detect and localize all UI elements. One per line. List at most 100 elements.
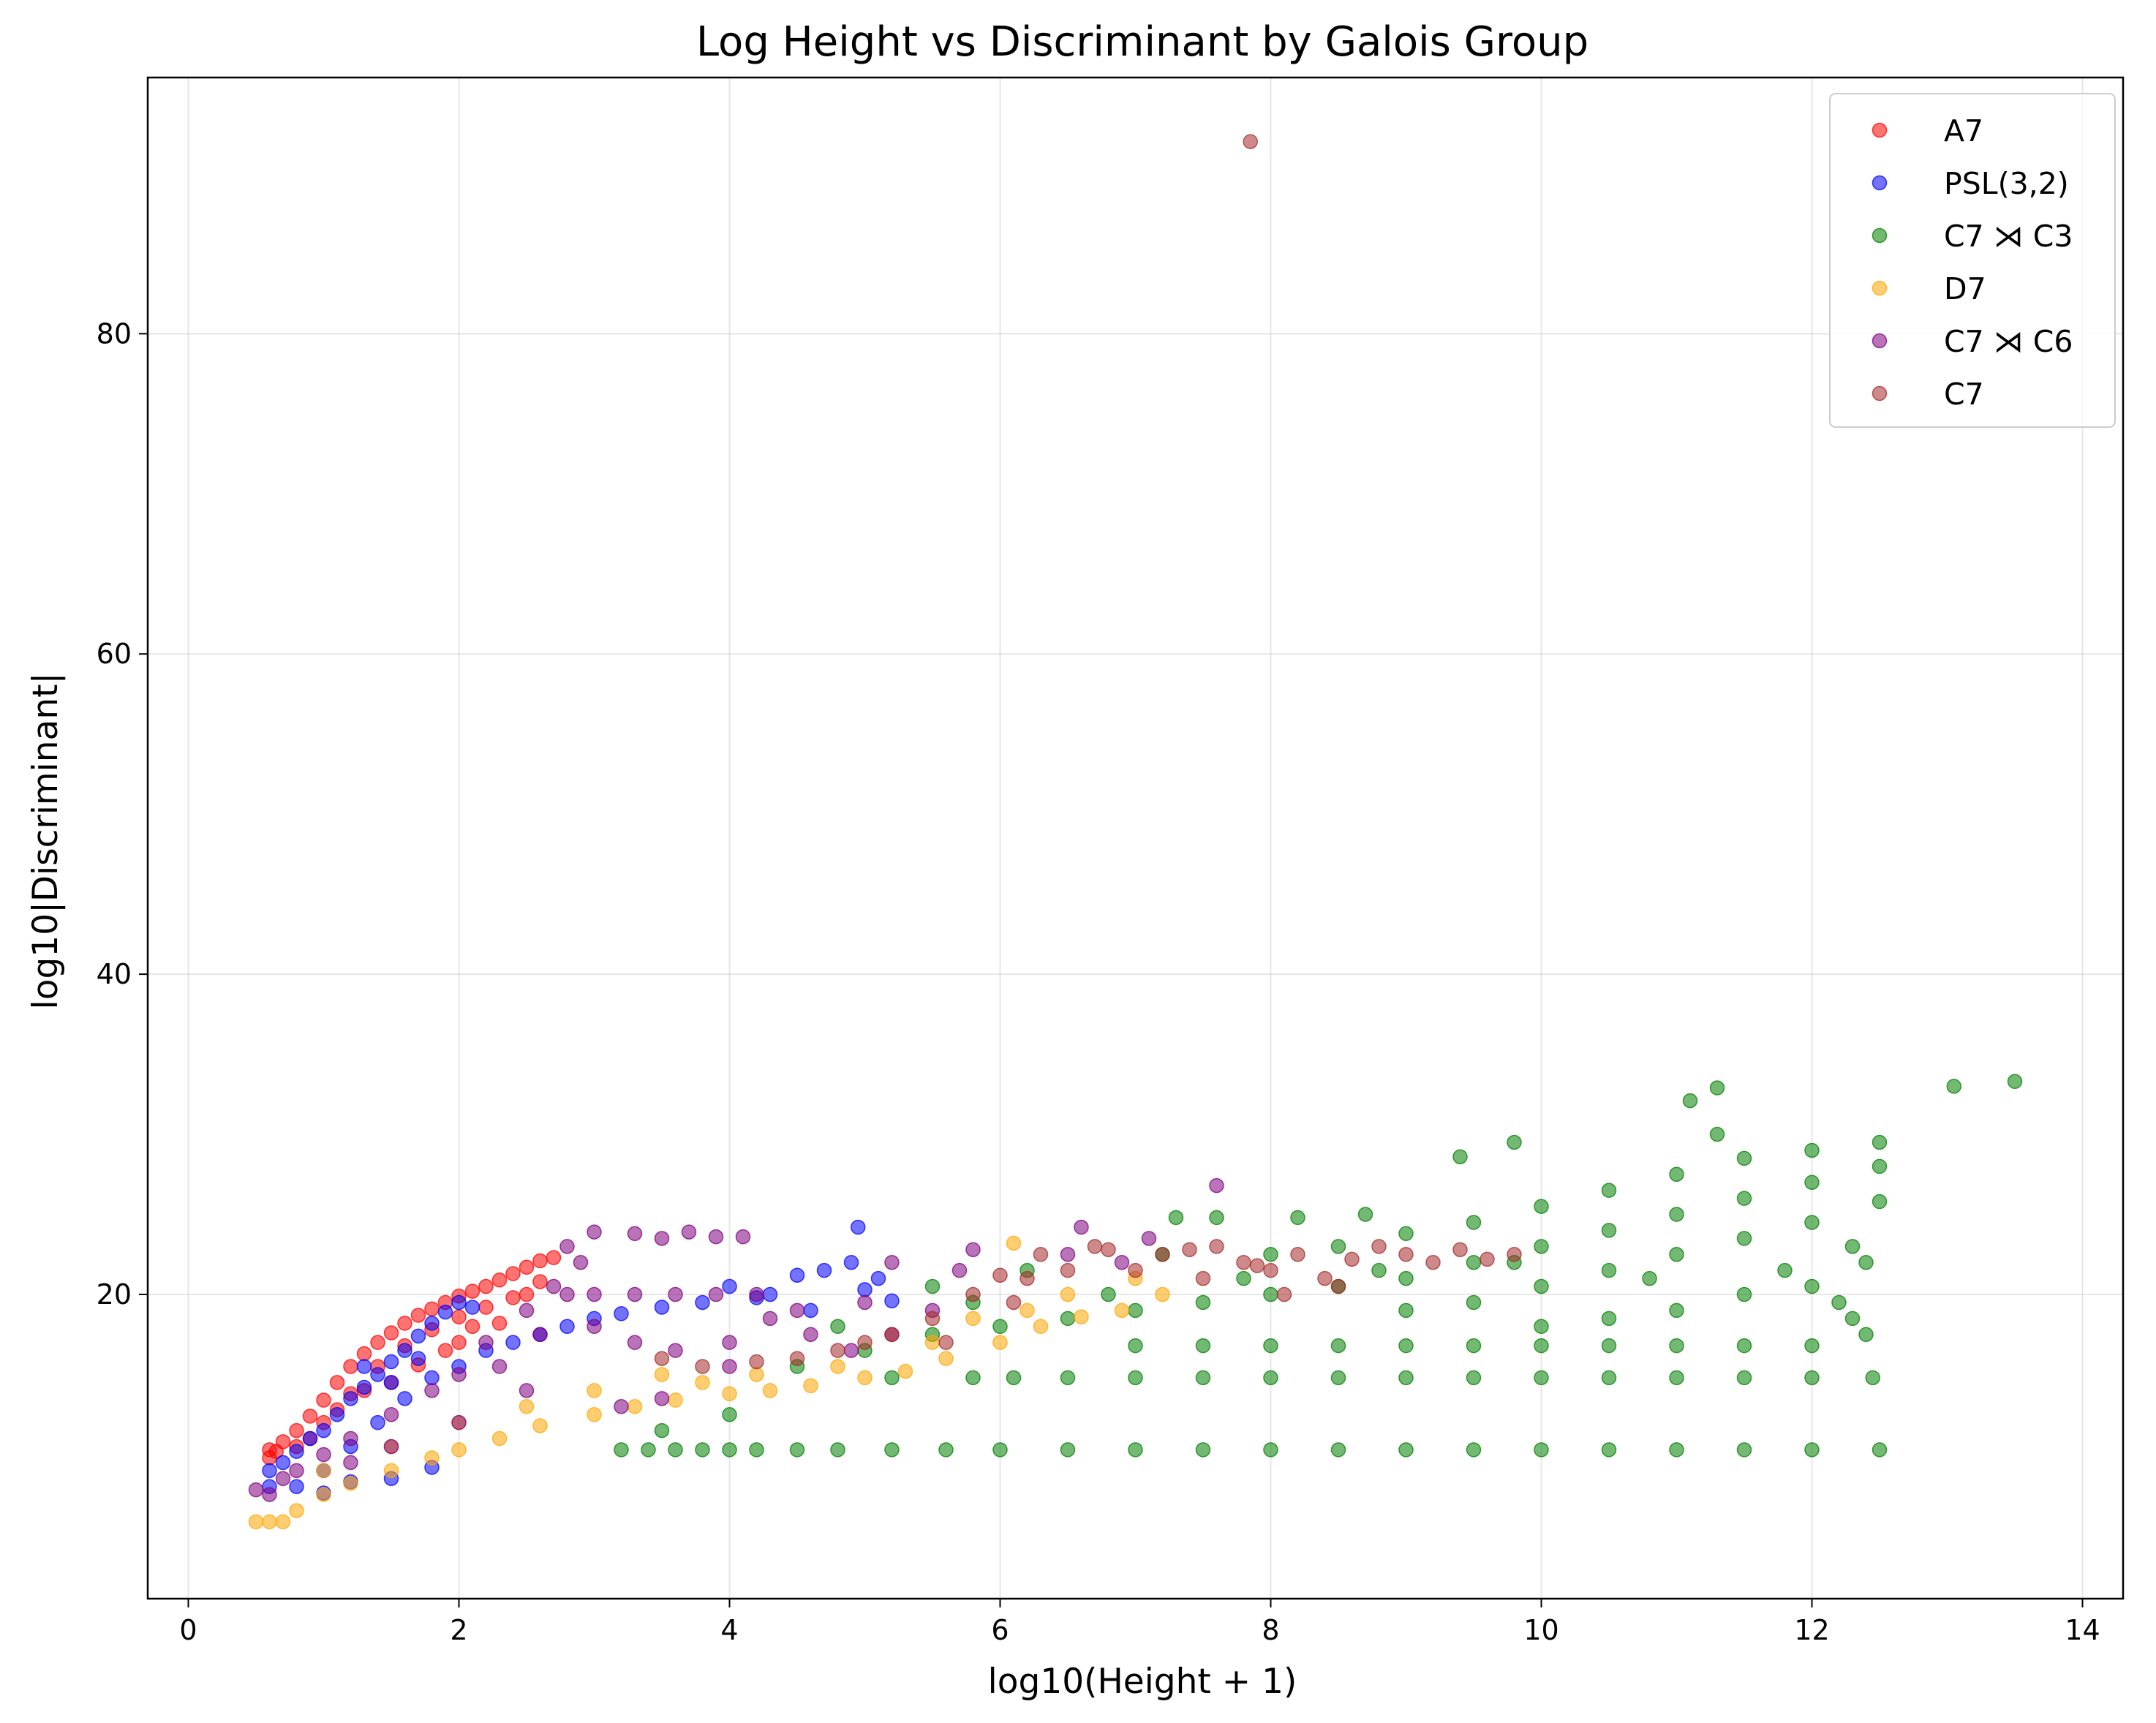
data-point — [722, 1359, 737, 1374]
data-point — [830, 1343, 845, 1358]
data-point — [951, 1262, 968, 1278]
data-point — [1398, 1247, 1414, 1262]
legend-label: C7 ⋊ C3 — [1944, 219, 2073, 254]
data-point — [1398, 1270, 1414, 1286]
data-point — [924, 1278, 941, 1294]
data-point — [749, 1286, 764, 1302]
data-point — [356, 1346, 372, 1362]
data-point — [1601, 1442, 1617, 1458]
data-point — [851, 1219, 866, 1235]
data-point — [289, 1479, 304, 1494]
data-point — [316, 1422, 331, 1439]
data-point — [803, 1327, 818, 1342]
data-point — [1263, 1286, 1278, 1302]
data-point — [1101, 1242, 1116, 1257]
data-point — [491, 1316, 508, 1331]
x-tick-label: 10 — [1523, 1614, 1558, 1646]
data-point — [1263, 1442, 1278, 1458]
data-point — [614, 1399, 629, 1414]
data-point — [789, 1351, 805, 1366]
data-point — [1804, 1215, 1820, 1230]
data-point — [857, 1335, 872, 1350]
data-point — [695, 1294, 710, 1311]
x-tick-label: 4 — [720, 1614, 738, 1646]
data-point — [762, 1286, 778, 1302]
data-point — [343, 1430, 358, 1447]
data-point — [1736, 1191, 1752, 1206]
data-point — [451, 1309, 467, 1324]
data-point — [1534, 1319, 1549, 1335]
data-point — [316, 1447, 331, 1463]
data-point — [722, 1406, 737, 1422]
data-point — [1534, 1239, 1549, 1254]
data-point — [1317, 1270, 1333, 1286]
data-point — [478, 1335, 494, 1350]
data-point — [614, 1442, 629, 1458]
data-point — [587, 1406, 602, 1422]
data-point — [1872, 1158, 1888, 1175]
data-point — [1357, 1207, 1373, 1222]
data-point — [1534, 1338, 1549, 1354]
data-point — [383, 1406, 399, 1422]
data-point — [397, 1343, 412, 1358]
data-point — [559, 1319, 575, 1335]
data-point — [992, 1442, 1008, 1458]
data-point — [2007, 1074, 2023, 1090]
data-point — [1804, 1278, 1820, 1294]
data-point — [708, 1286, 724, 1302]
data-point — [627, 1399, 643, 1414]
data-point — [789, 1442, 805, 1458]
y-tick-label: 20 — [97, 1278, 132, 1311]
data-point — [546, 1278, 562, 1294]
data-point — [1101, 1286, 1116, 1302]
data-point — [451, 1442, 467, 1458]
x-tick-label: 2 — [450, 1614, 467, 1646]
data-point — [1398, 1338, 1414, 1354]
legend-label: C7 ⋊ C6 — [1944, 324, 2073, 359]
data-point — [1114, 1302, 1130, 1319]
data-point — [289, 1444, 304, 1459]
data-point — [1804, 1142, 1820, 1158]
data-point — [491, 1430, 508, 1447]
data-point — [1114, 1254, 1130, 1270]
data-point — [1060, 1247, 1076, 1262]
data-point — [1060, 1262, 1076, 1278]
data-point — [1128, 1302, 1143, 1319]
data-point — [587, 1383, 602, 1398]
data-point — [1858, 1327, 1874, 1342]
data-point — [532, 1327, 548, 1342]
legend-box — [1829, 93, 2116, 428]
data-point — [1249, 1258, 1265, 1273]
data-point — [491, 1273, 508, 1288]
legend-label: A7 — [1944, 113, 1983, 148]
data-point — [1466, 1338, 1482, 1354]
data-point — [289, 1463, 304, 1479]
data-point — [1330, 1442, 1346, 1458]
data-point — [329, 1406, 345, 1422]
data-point — [410, 1351, 426, 1366]
data-point — [370, 1367, 385, 1382]
data-point — [924, 1311, 941, 1327]
data-point — [1804, 1442, 1820, 1458]
data-point — [884, 1370, 900, 1386]
data-point — [884, 1254, 900, 1270]
series-4 — [248, 1177, 1224, 1502]
data-point — [397, 1391, 412, 1406]
data-point — [1844, 1239, 1861, 1254]
data-point — [668, 1343, 683, 1358]
data-point — [789, 1302, 805, 1319]
data-point — [1060, 1442, 1076, 1458]
data-point — [668, 1286, 683, 1302]
data-point — [1263, 1370, 1278, 1386]
data-point — [1398, 1370, 1414, 1386]
data-point — [1709, 1126, 1725, 1142]
data-point — [1263, 1262, 1278, 1278]
data-point — [1466, 1294, 1482, 1311]
data-point — [248, 1514, 264, 1530]
data-point — [356, 1359, 372, 1374]
data-point — [343, 1455, 358, 1471]
data-point — [1087, 1239, 1103, 1254]
data-point — [884, 1327, 900, 1342]
